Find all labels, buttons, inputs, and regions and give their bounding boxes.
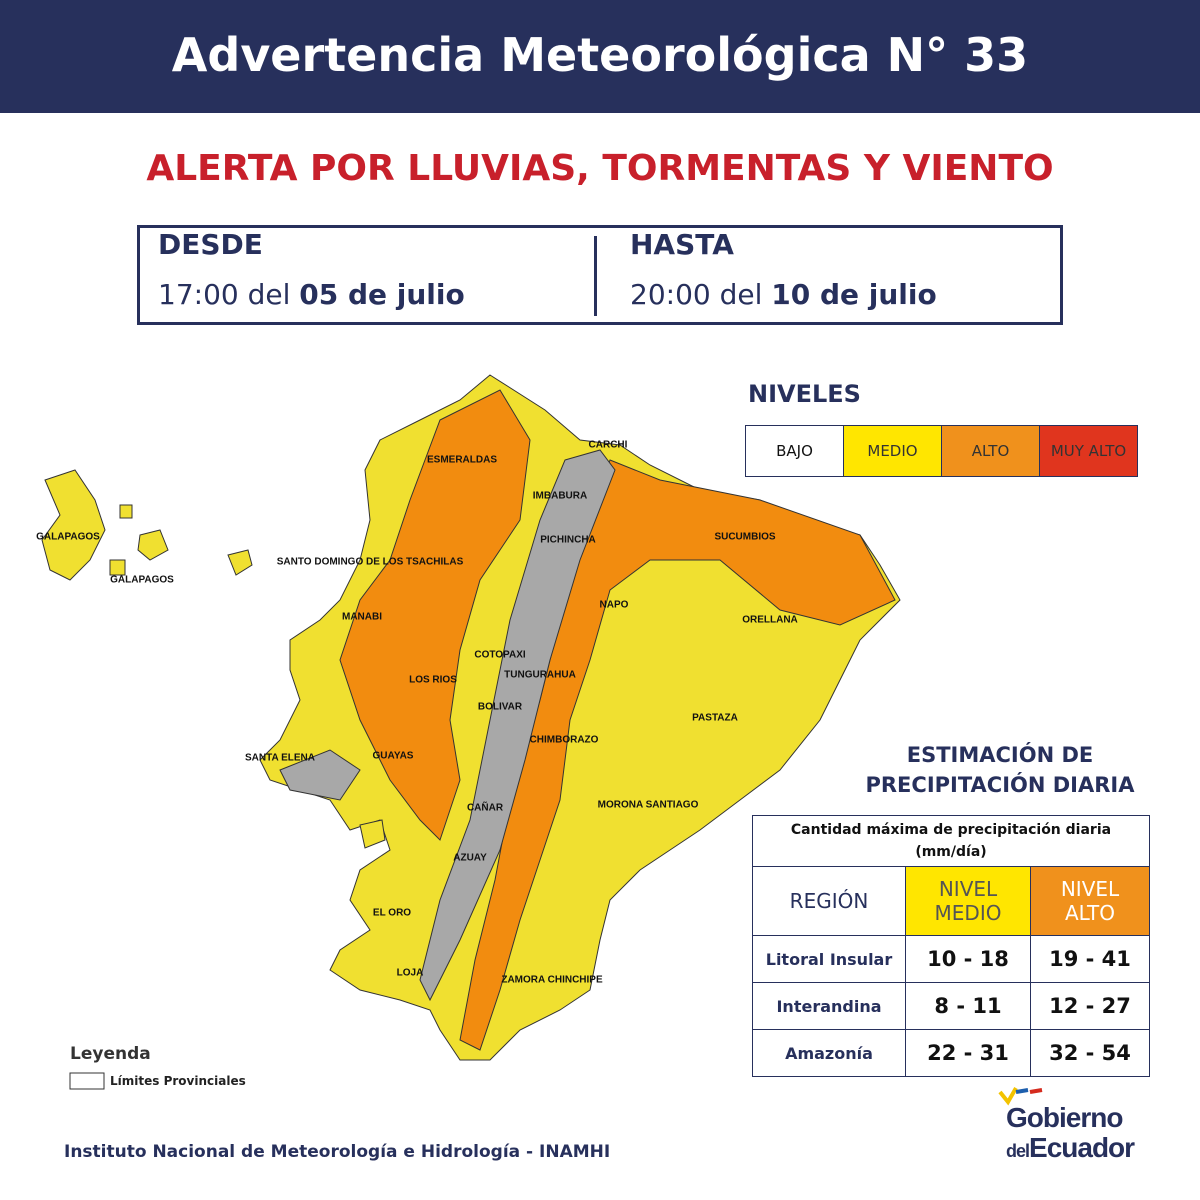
map-label: CARCHI: [589, 440, 628, 451]
legend-title: Leyenda: [70, 1044, 151, 1064]
map-label: GUAYAS: [373, 751, 414, 762]
map-label: ESMERALDAS: [427, 455, 497, 466]
logo-mark: [998, 1087, 1018, 1106]
map-label: NAPO: [600, 600, 629, 611]
logo-text: Ecuador: [1029, 1132, 1135, 1163]
title: Advertencia Meteorológica N° 33: [171, 28, 1029, 82]
map-label: GALAPAGOS: [36, 532, 100, 543]
logo-mark: [1029, 1088, 1043, 1094]
level: ALTO: [941, 425, 1040, 477]
legend-item: Límites Provinciales: [110, 1074, 246, 1088]
period-box: [137, 225, 1063, 325]
island: [359, 819, 386, 849]
to-time: 20:00 del 10 de julio: [630, 278, 937, 311]
island: [137, 529, 169, 561]
map-label: ZAMORA CHINCHIPE: [501, 975, 603, 986]
table-title-line: ESTIMACIÓN DE: [906, 743, 1094, 767]
from-date: 05 de julio: [299, 278, 465, 311]
header-cell: REGIÓN: [752, 866, 906, 936]
island: [41, 469, 106, 581]
header-line: MEDIO: [934, 901, 1002, 925]
value-cell: 22 - 31: [905, 1029, 1031, 1077]
logo-text: del: [1006, 1141, 1030, 1161]
level: MUY ALTO: [1039, 425, 1138, 477]
map-label: IMBABURA: [533, 491, 587, 502]
caption-line: Cantidad máxima de precipitación diaria: [790, 822, 1112, 838]
from-time: 17:00 del 05 de julio: [158, 278, 465, 311]
to-date: 10 de julio: [771, 278, 937, 311]
region-cell: Litoral Insular: [752, 935, 906, 983]
table-title-line: PRECIPITACIÓN DIARIA: [865, 773, 1135, 797]
map-label: AZUAY: [453, 853, 487, 864]
value-cell: 8 - 11: [905, 982, 1031, 1030]
map-label: PICHINCHA: [540, 535, 596, 546]
map-label: PASTAZA: [692, 713, 738, 724]
island: [227, 549, 253, 576]
header-cell: NIVEL MEDIO: [905, 866, 1031, 936]
footer-source: Instituto Nacional de Meteorología e Hid…: [64, 1142, 611, 1162]
map-label: SANTA ELENA: [245, 753, 315, 764]
region-cell: Amazonía: [752, 1029, 906, 1077]
map-label: LOJA: [397, 968, 424, 979]
level: MEDIO: [843, 425, 942, 477]
from-time: 17:00 del: [158, 278, 291, 311]
map-label: EL ORO: [373, 908, 411, 919]
map-label: CHIMBORAZO: [530, 735, 599, 746]
logo-text: Gobierno: [1006, 1102, 1123, 1133]
header-line: NIVEL: [1060, 877, 1120, 901]
value-cell: 10 - 18: [905, 935, 1031, 983]
map-label: ORELLANA: [742, 615, 798, 626]
divider: [594, 236, 597, 316]
table-caption: Cantidad máxima de precipitación diaria (…: [752, 815, 1150, 867]
header-band: [0, 0, 1200, 113]
header-line: ALTO: [1064, 901, 1116, 925]
map-label: LOS RIOS: [409, 675, 457, 686]
level: BAJO: [745, 425, 844, 477]
alto-west: [339, 389, 531, 841]
map-label: MANABI: [342, 612, 382, 623]
logo-text: delEcuador: [1006, 1132, 1135, 1164]
caption-line: (mm/día): [915, 844, 987, 860]
island: [109, 559, 126, 576]
value-cell: 12 - 27: [1030, 982, 1150, 1030]
map-label: SANTO DOMINGO DE LOS TSACHILAS: [277, 557, 464, 568]
subtitle: ALERTA POR LLUVIAS, TORMENTAS Y VIENTO: [146, 148, 1054, 189]
map-label: SUCUMBIOS: [714, 532, 775, 543]
map-label: TUNGURAHUA: [504, 670, 576, 681]
table-title: ESTIMACIÓN DE PRECIPITACIÓN DIARIA: [780, 740, 1200, 800]
value-cell: 19 - 41: [1030, 935, 1150, 983]
map-label: BOLIVAR: [478, 702, 523, 713]
legend-swatch: [69, 1072, 105, 1090]
map-label: GALAPAGOS: [110, 575, 174, 586]
to-time: 20:00 del: [630, 278, 763, 311]
levels-title: NIVELES: [748, 380, 861, 408]
value-cell: 32 - 54: [1030, 1029, 1150, 1077]
santa-elena-gray: [279, 749, 361, 801]
logo-mark: [1015, 1088, 1029, 1094]
from-label: DESDE: [158, 228, 263, 261]
region-cell: Interandina: [752, 982, 906, 1030]
island: [119, 504, 133, 519]
to-label: HASTA: [630, 228, 734, 261]
header-cell: NIVEL ALTO: [1030, 866, 1150, 936]
map-label: MORONA SANTIAGO: [598, 800, 699, 811]
map-label: COTOPAXI: [474, 650, 526, 661]
andes: [419, 449, 616, 1002]
map-label: CAÑAR: [467, 801, 504, 814]
header-line: NIVEL: [938, 877, 998, 901]
